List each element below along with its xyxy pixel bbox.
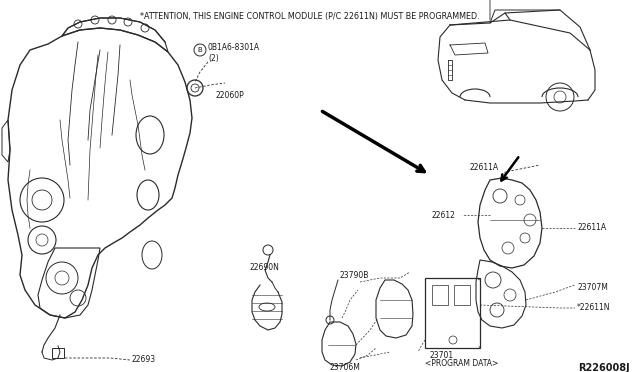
Text: 23707M: 23707M [577,283,608,292]
Text: 22611A: 22611A [470,163,499,171]
Text: 22060P: 22060P [215,90,244,99]
Text: *ATTENTION, THIS ENGINE CONTROL MODULE (P/C 22611N) MUST BE PROGRAMMED.: *ATTENTION, THIS ENGINE CONTROL MODULE (… [140,12,479,21]
Bar [52,348,64,358]
Bar [454,285,470,305]
Text: 23790B: 23790B [340,270,369,279]
Text: <PROGRAM DATA>: <PROGRAM DATA> [425,359,499,368]
Text: 22612: 22612 [431,211,455,219]
Text: *22611N: *22611N [577,304,611,312]
Text: 23701: 23701 [430,350,454,359]
Text: 22693: 22693 [131,356,155,365]
Text: B: B [198,47,202,53]
Text: R226008J: R226008J [579,363,630,372]
Text: 22611A: 22611A [577,224,606,232]
Text: (2): (2) [208,54,219,62]
Text: 22690N: 22690N [250,263,280,273]
Bar [425,278,480,348]
Text: 0B1A6-8301A: 0B1A6-8301A [208,44,260,52]
Bar [432,285,448,305]
Text: 23706M: 23706M [330,363,361,372]
